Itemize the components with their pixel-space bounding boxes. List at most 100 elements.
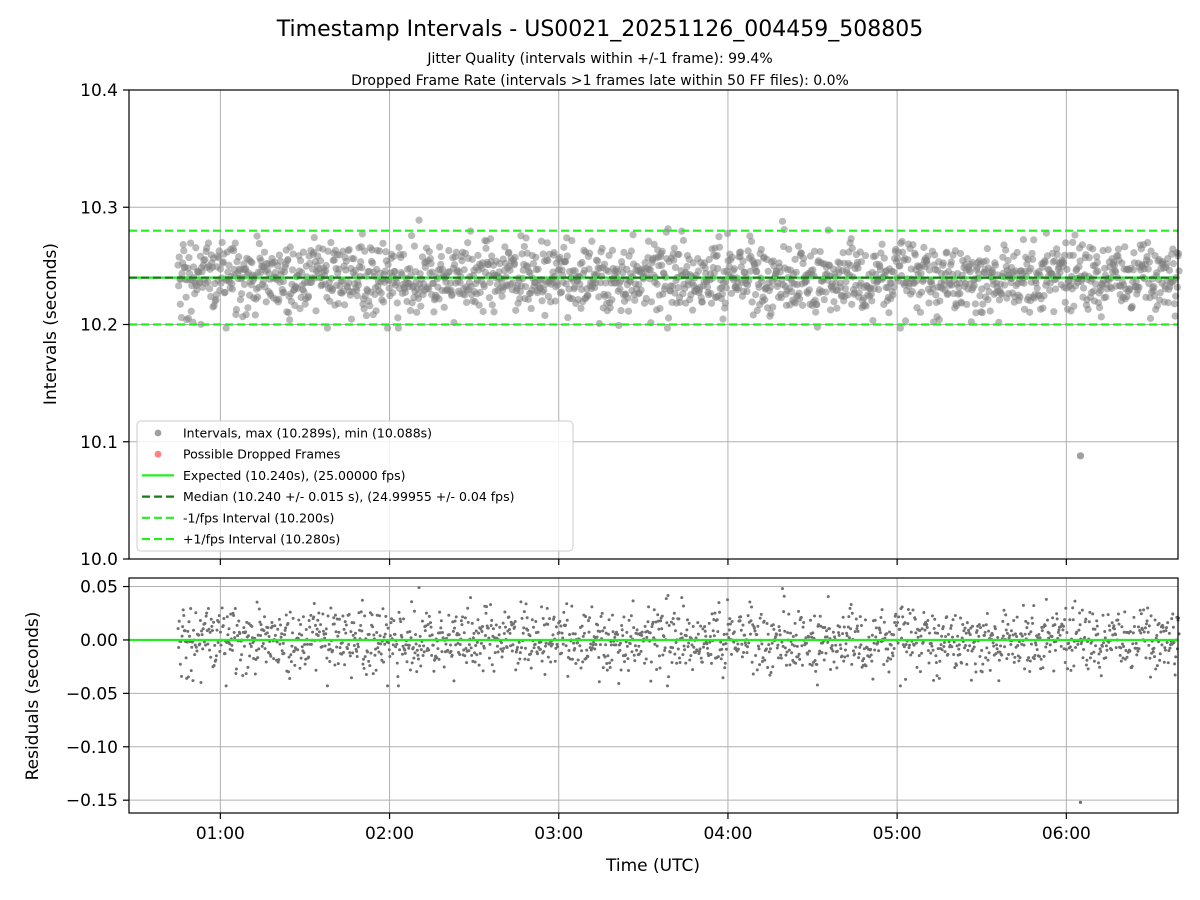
residual-point (374, 647, 378, 651)
residual-point (458, 642, 462, 646)
residual-point (1140, 627, 1144, 631)
residual-point (993, 627, 997, 631)
interval-point (748, 298, 756, 306)
residual-point (650, 625, 654, 629)
residual-point (831, 649, 835, 653)
interval-point (464, 239, 472, 247)
residual-point (935, 674, 939, 678)
residual-point (942, 644, 946, 648)
residual-point (801, 663, 805, 667)
residual-point (309, 613, 313, 617)
interval-point (663, 324, 672, 332)
interval-point (1145, 258, 1153, 266)
residual-point (957, 643, 961, 647)
interval-point-outlier (1076, 452, 1085, 460)
residual-point (276, 627, 280, 631)
interval-point (722, 284, 730, 292)
residual-point (499, 647, 503, 651)
residual-point (614, 643, 618, 647)
interval-point (715, 233, 723, 241)
interval-point (479, 307, 487, 316)
interval-point (1059, 258, 1068, 267)
residual-point (983, 633, 987, 637)
residual-point (462, 648, 466, 652)
legend-label-3: Median (10.240 +/- 0.015 s), (24.99955 +… (183, 489, 514, 504)
residual-point (476, 618, 480, 622)
residual-point (321, 629, 325, 633)
interval-point (1156, 289, 1164, 297)
residual-point (686, 645, 690, 649)
residual-point (807, 635, 811, 639)
residual-point (876, 640, 880, 644)
residual-point (758, 663, 762, 667)
residual-point (832, 660, 836, 664)
residual-point (477, 631, 481, 635)
residual-point (352, 621, 356, 625)
residual-point (561, 642, 565, 646)
interval-point (543, 239, 551, 247)
residual-point (471, 659, 475, 663)
residual-point (605, 661, 609, 665)
interval-point (635, 280, 643, 289)
residual-point (776, 656, 780, 660)
residual-point (1085, 658, 1089, 662)
residual-point (906, 622, 910, 626)
interval-point (675, 250, 683, 259)
residual-point (1120, 642, 1124, 646)
residual-point (893, 621, 897, 625)
residual-point (184, 656, 188, 660)
residual-point (842, 625, 846, 629)
residual-point (1112, 627, 1116, 631)
residual-point (769, 671, 773, 675)
residual-point (780, 587, 784, 591)
interval-point (232, 305, 241, 314)
residual-point (1039, 657, 1043, 661)
residual-point (467, 649, 471, 653)
residual-point (830, 644, 834, 648)
residual-point (181, 625, 185, 629)
residual-point (241, 674, 245, 678)
residual-point (701, 627, 705, 631)
residual-point (293, 663, 297, 667)
residual-point (934, 654, 938, 658)
residual-point (398, 617, 402, 621)
interval-point (1128, 302, 1136, 311)
residual-point (312, 615, 316, 619)
interval-point (532, 253, 540, 261)
residual-point (783, 629, 787, 633)
residual-point (210, 624, 214, 628)
residual-point (619, 641, 623, 645)
residual-point (678, 660, 682, 664)
residual-point (882, 620, 886, 624)
interval-point (259, 277, 267, 286)
interval-point (658, 247, 666, 255)
legend-label-1: Possible Dropped Frames (183, 447, 340, 462)
residual-point (813, 658, 817, 662)
residual-point (485, 605, 489, 609)
bottom-plot-frame (128, 577, 1179, 814)
interval-point (802, 277, 811, 285)
interval-point (899, 248, 907, 256)
residual-point (192, 628, 196, 632)
residual-point (1028, 659, 1032, 663)
residual-point (977, 634, 981, 638)
interval-point (600, 260, 609, 268)
residual-point (755, 632, 759, 636)
top-y-tick-label: 10.1 (80, 433, 118, 453)
interval-point (553, 281, 562, 289)
residual-point (894, 624, 898, 628)
residual-point (484, 611, 488, 615)
residual-point (486, 626, 490, 630)
residual-point (713, 611, 717, 615)
residual-point (740, 642, 744, 646)
residual-point (831, 630, 835, 634)
interval-point (456, 278, 464, 287)
interval-point (713, 251, 721, 260)
interval-point (330, 256, 338, 264)
residual-point (565, 602, 569, 606)
residual-point (1037, 632, 1041, 636)
residual-point (961, 623, 965, 627)
residual-point (886, 656, 890, 660)
residual-point (724, 642, 728, 646)
residual-point (663, 646, 667, 650)
